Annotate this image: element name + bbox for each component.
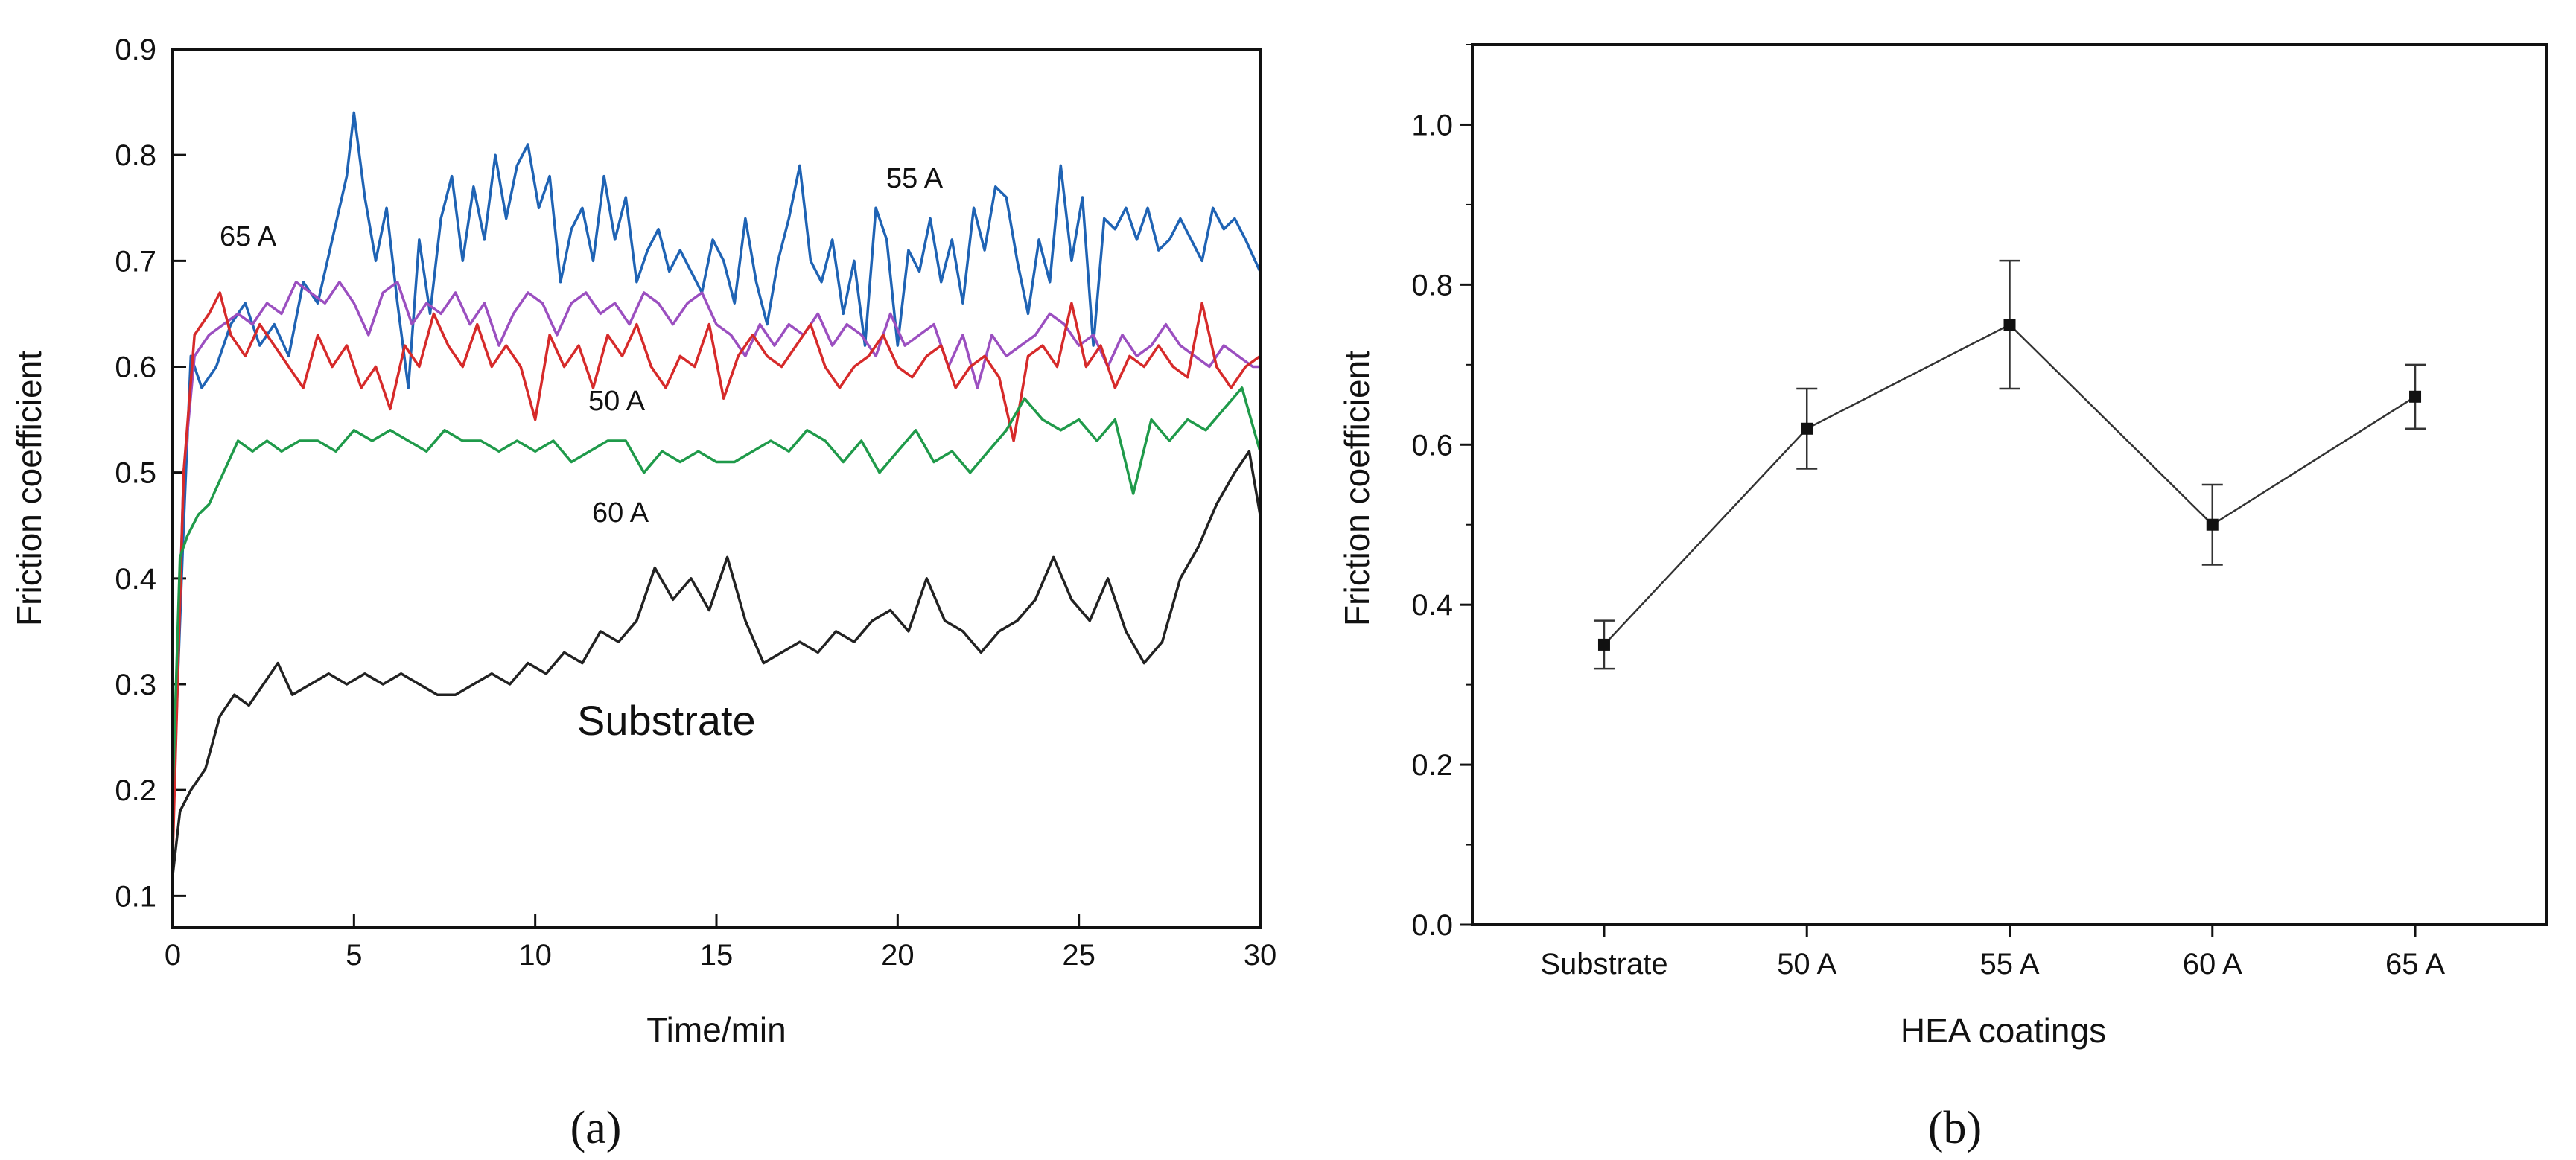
panel-a-x-tick-label: 5 (346, 939, 362, 972)
panel-b-x-tick-label: 60 A (2183, 948, 2242, 981)
panel-b-series (1593, 259, 2426, 670)
panel-a-x-tick-label: 20 (881, 939, 915, 972)
panel-a-series-label-50a: 50 A (588, 386, 646, 417)
panel-a-y-axis-title: Friction coefficient (10, 351, 48, 626)
panel-b-y-tick-label: 0.8 (1411, 269, 1453, 302)
panel-a-series-line-60-a (171, 386, 1262, 791)
panel-a-series-label-substrate: Substrate (577, 697, 756, 744)
panel-a-series-label-55a: 55 A (886, 163, 944, 194)
panel-a-line-chart: 0 5 10 15 20 25 300.10.20.30.40.50.60.70.80.9 … (10, 34, 1276, 1153)
panel-a-tick-labels: 0 5 10 15 20 25 30 0.1 0.2 0.3 0.4 0.5 0.6 0.7 0.8 0.9 (115, 34, 1276, 972)
panel-b-x-tick-label: 65 A (2385, 948, 2445, 981)
panel-a-y-tick-label: 0.3 (115, 669, 156, 701)
panel-a-y-tick-label: 0.4 (115, 563, 156, 596)
panel-a-ticks (171, 48, 1262, 928)
panel-a-series-label-60a: 60 A (592, 497, 649, 529)
panel-a-series-label-65a: 65 A (220, 221, 277, 252)
panel-a-series-line-substrate (171, 450, 1262, 876)
panel-b-tick-labels: 0.0 0.2 0.4 0.6 0.8 1.0 Substrate 50 A 55 A 60 A 6… (1411, 109, 2445, 981)
panel-a-label: (a) (570, 1103, 622, 1153)
panel-a-y-tick-label: 0.2 (115, 774, 156, 807)
panel-b-data-point (2409, 390, 2422, 403)
panel-a-x-tick-label: 25 (1062, 939, 1095, 972)
panel-a-x-tick-label: 30 (1244, 939, 1277, 972)
panel-a-series-line-65-a (171, 281, 1262, 845)
panel-a-x-axis-title: Time/min (646, 1010, 786, 1049)
panel-a-y-tick-label: 0.1 (115, 880, 156, 913)
panel-b-data-point (2003, 319, 2016, 331)
panel-b-scatter-chart: 0.0 0.2 0.4 0.6 0.8 1.0 Substrate 50 A 55 A 60 A 6… (1338, 43, 2548, 1153)
panel-b-data-point (1801, 422, 1813, 435)
panel-b-label: (b) (1928, 1103, 1982, 1153)
panel-b-y-axis-title: Friction coefficient (1338, 351, 1376, 626)
panel-b-y-tick-label: 1.0 (1411, 109, 1453, 141)
panel-b-x-tick-label: 55 A (1979, 948, 2039, 981)
panel-a-series-line-50-a (171, 291, 1262, 855)
panel-b-ticks (1460, 44, 2417, 937)
panel-b-y-tick-label: 0.6 (1411, 429, 1453, 462)
panel-b-y-tick-label: 0.4 (1411, 589, 1453, 622)
panel-a-y-tick-label: 0.6 (115, 351, 156, 384)
panel-a-x-tick-label: 0 (165, 939, 181, 972)
panel-a-y-tick-label: 0.7 (115, 245, 156, 278)
panel-a-y-tick-label: 0.5 (115, 457, 156, 490)
panel-a-y-tick-label: 0.8 (115, 139, 156, 172)
panel-a-plot-frame (171, 48, 1262, 929)
panel-b-x-axis-title: HEA coatings (1901, 1011, 2106, 1050)
panel-b-x-tick-label: 50 A (1777, 948, 1836, 981)
panel-b-data-point (1597, 638, 1610, 651)
panel-a-y-tick-label: 0.9 (115, 34, 156, 66)
panel-a-series (171, 111, 1262, 876)
panel-b-data-point (2206, 518, 2219, 531)
panel-a-x-tick-label: 10 (518, 939, 552, 972)
panel-b-y-tick-label: 0.0 (1411, 909, 1453, 942)
panel-b-plot-frame (1471, 43, 2548, 926)
panel-b-y-tick-label: 0.2 (1411, 749, 1453, 782)
panel-b-x-tick-label: Substrate (1540, 948, 1667, 981)
panel-a-series-line-55-a (171, 111, 1262, 813)
panel-a-x-tick-label: 15 (700, 939, 734, 972)
